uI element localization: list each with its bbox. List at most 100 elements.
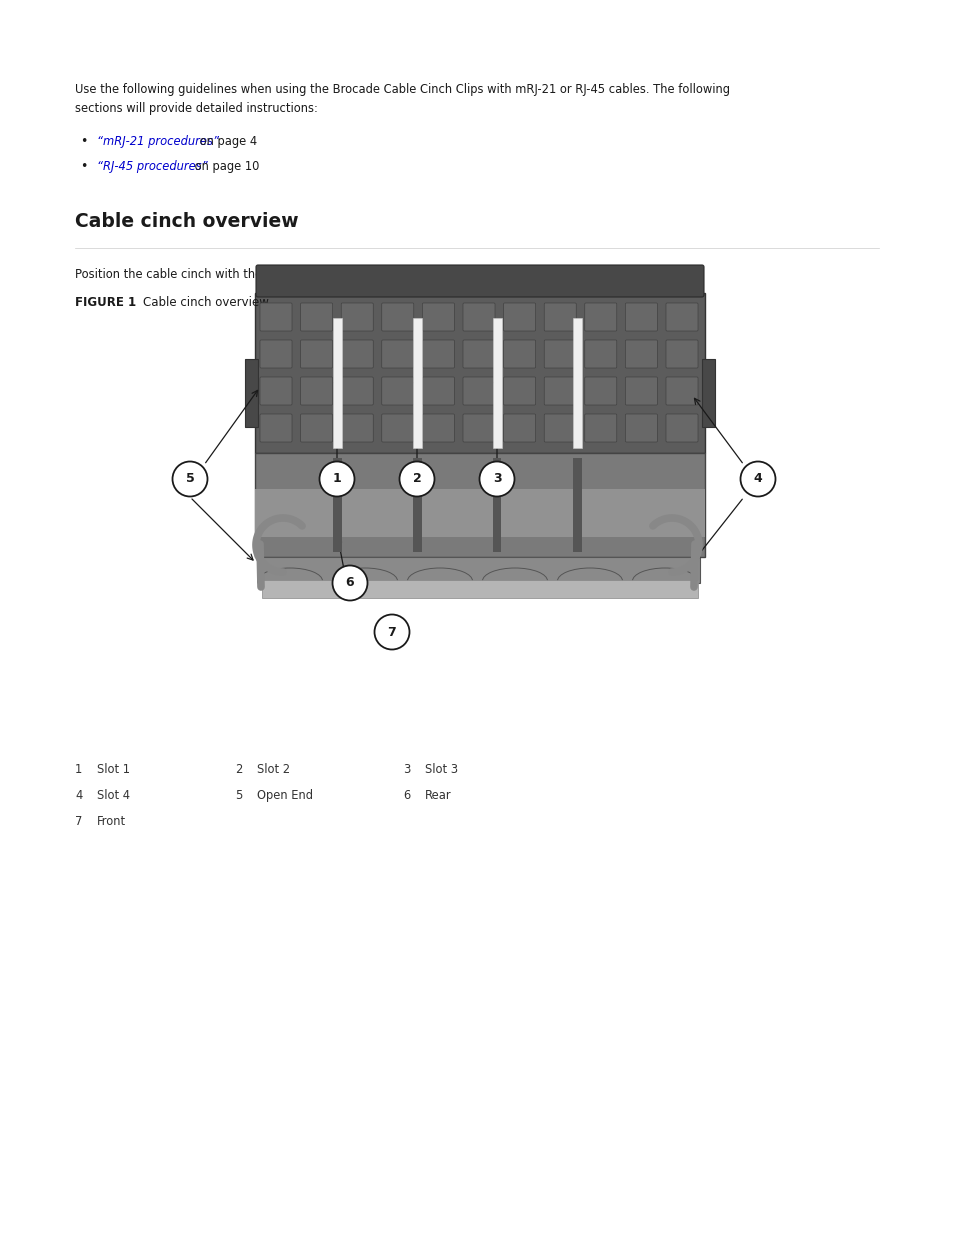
FancyBboxPatch shape: [333, 458, 341, 552]
Text: Cable cinch overview: Cable cinch overview: [75, 212, 298, 231]
FancyBboxPatch shape: [422, 414, 454, 442]
Text: Slot 3: Slot 3: [424, 763, 457, 776]
FancyBboxPatch shape: [260, 414, 292, 442]
FancyBboxPatch shape: [543, 414, 576, 442]
Ellipse shape: [557, 568, 622, 594]
FancyBboxPatch shape: [255, 266, 703, 296]
FancyBboxPatch shape: [625, 377, 657, 405]
FancyBboxPatch shape: [584, 377, 617, 405]
Text: 1: 1: [333, 473, 341, 485]
FancyBboxPatch shape: [625, 414, 657, 442]
Circle shape: [399, 462, 434, 496]
FancyBboxPatch shape: [503, 414, 535, 442]
Text: 3: 3: [402, 763, 410, 776]
FancyBboxPatch shape: [260, 377, 292, 405]
FancyBboxPatch shape: [260, 340, 292, 368]
FancyBboxPatch shape: [503, 377, 535, 405]
Text: Use the following guidelines when using the Brocade Cable Cinch Clips with mRJ-2: Use the following guidelines when using …: [75, 83, 729, 96]
FancyBboxPatch shape: [381, 303, 414, 331]
FancyBboxPatch shape: [341, 303, 373, 331]
Text: 5: 5: [186, 473, 194, 485]
Text: 7: 7: [387, 625, 395, 638]
FancyBboxPatch shape: [462, 340, 495, 368]
Circle shape: [479, 462, 514, 496]
FancyBboxPatch shape: [462, 414, 495, 442]
FancyBboxPatch shape: [584, 303, 617, 331]
Ellipse shape: [257, 568, 322, 594]
FancyBboxPatch shape: [462, 377, 495, 405]
FancyBboxPatch shape: [300, 377, 333, 405]
Text: 7: 7: [75, 815, 82, 827]
Text: 1: 1: [75, 763, 82, 776]
Text: on page 4: on page 4: [195, 135, 256, 148]
Text: Open End: Open End: [256, 789, 313, 802]
Text: “RJ-45 procedures”: “RJ-45 procedures”: [97, 161, 208, 173]
Text: 2: 2: [413, 473, 421, 485]
Circle shape: [375, 615, 409, 650]
FancyBboxPatch shape: [625, 340, 657, 368]
Text: on page 10: on page 10: [191, 161, 258, 173]
FancyBboxPatch shape: [503, 340, 535, 368]
Text: •: •: [80, 161, 88, 173]
Text: FIGURE 1: FIGURE 1: [75, 296, 136, 309]
Text: •: •: [80, 135, 88, 148]
FancyBboxPatch shape: [341, 340, 373, 368]
FancyBboxPatch shape: [260, 303, 292, 331]
FancyBboxPatch shape: [543, 377, 576, 405]
FancyBboxPatch shape: [492, 458, 501, 552]
Text: 2: 2: [234, 763, 242, 776]
FancyBboxPatch shape: [665, 414, 698, 442]
Text: Slot 1: Slot 1: [97, 763, 130, 776]
Ellipse shape: [482, 568, 547, 594]
Text: Cable cinch overview: Cable cinch overview: [143, 296, 269, 309]
Text: 5: 5: [234, 789, 242, 802]
Text: Rear: Rear: [424, 789, 451, 802]
FancyBboxPatch shape: [254, 489, 704, 537]
FancyBboxPatch shape: [381, 414, 414, 442]
FancyBboxPatch shape: [412, 458, 421, 552]
FancyBboxPatch shape: [625, 303, 657, 331]
FancyBboxPatch shape: [300, 303, 333, 331]
Text: 4: 4: [753, 473, 761, 485]
FancyBboxPatch shape: [300, 340, 333, 368]
FancyBboxPatch shape: [262, 580, 698, 598]
FancyBboxPatch shape: [333, 317, 341, 448]
FancyBboxPatch shape: [412, 317, 421, 448]
FancyBboxPatch shape: [503, 303, 535, 331]
Text: Slot 2: Slot 2: [256, 763, 290, 776]
FancyBboxPatch shape: [543, 340, 576, 368]
Circle shape: [333, 566, 367, 600]
FancyBboxPatch shape: [422, 303, 454, 331]
Text: sections will provide detailed instructions:: sections will provide detailed instructi…: [75, 103, 317, 115]
Text: 3: 3: [492, 473, 500, 485]
FancyBboxPatch shape: [381, 377, 414, 405]
FancyBboxPatch shape: [584, 414, 617, 442]
FancyBboxPatch shape: [341, 377, 373, 405]
FancyBboxPatch shape: [381, 340, 414, 368]
Circle shape: [740, 462, 775, 496]
FancyBboxPatch shape: [245, 359, 257, 427]
Text: 4: 4: [75, 789, 82, 802]
Text: “mRJ-21 procedures”: “mRJ-21 procedures”: [97, 135, 219, 148]
FancyBboxPatch shape: [300, 414, 333, 442]
FancyBboxPatch shape: [701, 359, 714, 427]
Text: Front: Front: [97, 815, 126, 827]
Circle shape: [172, 462, 208, 496]
FancyBboxPatch shape: [422, 340, 454, 368]
Ellipse shape: [407, 568, 472, 594]
Text: Slot 4: Slot 4: [97, 789, 130, 802]
FancyBboxPatch shape: [260, 557, 700, 583]
FancyBboxPatch shape: [665, 340, 698, 368]
FancyBboxPatch shape: [572, 458, 581, 552]
FancyBboxPatch shape: [665, 377, 698, 405]
FancyBboxPatch shape: [422, 377, 454, 405]
Text: .: .: [487, 268, 491, 282]
FancyBboxPatch shape: [341, 414, 373, 442]
Text: Position the cable cinch with the open end to the left (no slot) as shown in: Position the cable cinch with the open e…: [75, 268, 506, 282]
Circle shape: [319, 462, 355, 496]
FancyBboxPatch shape: [254, 453, 704, 557]
Text: 6: 6: [402, 789, 410, 802]
Ellipse shape: [333, 568, 397, 594]
Text: Figure 1: Figure 1: [448, 268, 494, 282]
FancyBboxPatch shape: [665, 303, 698, 331]
